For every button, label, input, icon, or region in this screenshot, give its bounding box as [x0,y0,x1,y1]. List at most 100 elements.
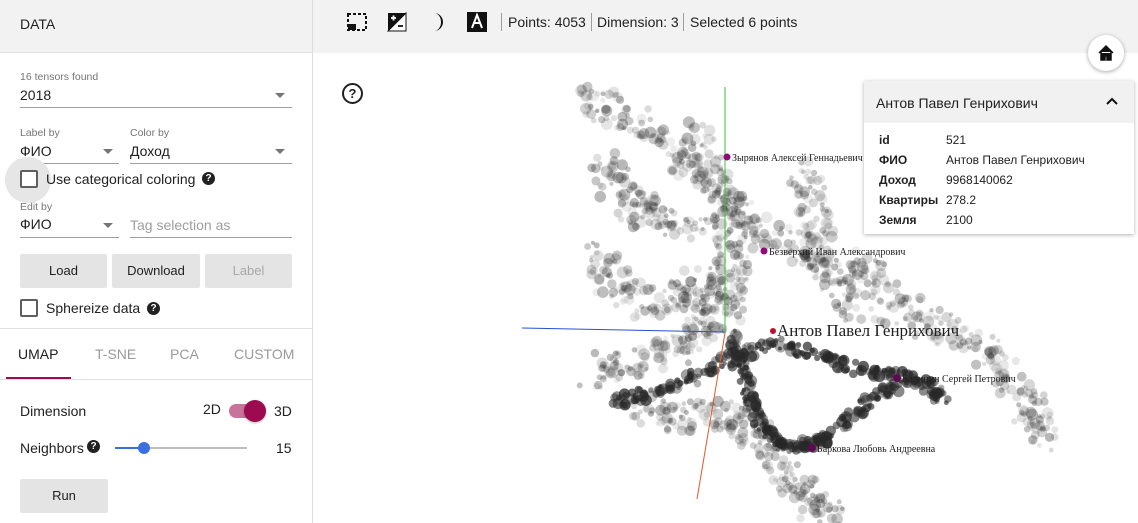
chevron-up-icon[interactable] [1106,96,1118,106]
data-point [713,305,720,312]
download-button[interactable]: Download [112,254,200,288]
data-point [648,303,658,313]
data-point [659,136,667,144]
selected-point[interactable] [893,374,901,382]
data-point [768,243,774,249]
data-point [662,407,671,416]
data-point [819,236,828,246]
tab-custom[interactable]: CUSTOM [234,346,295,362]
data-point [733,268,741,277]
sphereize-checkbox[interactable] [20,299,38,317]
data-point [648,407,656,414]
tab-tsne[interactable]: T-SNE [95,346,137,362]
data-point [815,493,823,501]
night-mode-contrast-icon[interactable] [386,11,408,33]
data-point [577,90,585,98]
data-point [822,491,830,498]
data-point [997,368,1010,380]
data-point [712,421,720,428]
data-point [845,284,857,295]
data-point [661,303,673,315]
data-point [661,412,673,424]
data-point [731,240,739,248]
data-point [984,347,993,357]
data-point [728,399,734,405]
inspector-header[interactable]: Антов Павел Генрихович [864,81,1134,123]
tab-pca[interactable]: PCA [170,346,199,362]
moon-icon[interactable] [426,11,448,33]
data-point [733,251,743,261]
projection-canvas[interactable]: Зырянов Алексей Геннадьевич Безверхий Ив… [313,53,1138,523]
data-point [886,305,892,311]
data-point [653,352,665,364]
data-point [819,206,826,212]
data-point [616,123,625,132]
data-point [726,418,738,431]
data-point [666,137,676,147]
data-point [856,274,866,284]
dimension-3d-label: 3D [274,403,292,419]
select-rectangle-icon[interactable] [346,11,368,33]
data-point [805,176,814,185]
selected-point[interactable] [760,247,768,255]
data-point [723,235,728,240]
data-point [789,244,800,254]
neighbors-label: Neighbors [20,440,84,456]
data-point [924,322,932,331]
data-point [676,385,681,391]
selected-point[interactable] [770,328,776,334]
data-point [813,236,818,241]
data-point [798,492,808,503]
data-point [812,175,823,186]
data-point [639,285,649,296]
data-point [672,406,677,411]
data-point [658,383,670,395]
help-icon[interactable]: ? [202,172,215,185]
data-point [837,282,842,287]
tab-umap[interactable]: UMAP [18,346,59,362]
selected-point[interactable] [723,153,731,161]
data-point [972,345,979,353]
reset-view-button[interactable] [1088,35,1124,71]
data-point [731,402,742,413]
data-point [799,474,810,485]
data-point [651,339,659,347]
data-point [805,231,814,240]
help-icon[interactable]: ? [342,83,363,104]
data-point [843,367,850,374]
data-point [881,367,888,374]
selected-point[interactable] [808,444,816,452]
points-count: Points: 4053 [508,14,586,30]
data-point [597,286,609,298]
data-point [842,413,850,422]
data-point [639,203,644,208]
data-point [733,196,745,208]
label-button[interactable]: Label [205,254,292,288]
data-point [639,197,648,206]
data-point [608,162,617,171]
data-point [723,296,733,306]
data-point [711,234,720,243]
run-button[interactable]: Run [20,479,108,513]
data-point [803,255,811,263]
data-point [1023,379,1036,391]
data-point [1045,416,1055,426]
data-point [723,418,732,427]
load-button[interactable]: Load [20,254,107,288]
data-point [896,300,905,309]
color-by-label: Color by [130,127,170,139]
data-point [786,179,794,187]
data-point [656,214,669,226]
data-point [860,272,869,281]
data-point [654,137,664,148]
data-point [613,208,623,218]
categorical-coloring-checkbox[interactable] [20,170,38,188]
data-point [604,366,615,377]
data-point [634,189,643,197]
data-point [872,387,881,396]
label-font-icon[interactable] [466,11,488,33]
help-icon[interactable]: ? [147,302,160,315]
data-point [665,347,671,354]
help-icon[interactable]: ? [87,440,100,453]
data-point [930,335,936,341]
